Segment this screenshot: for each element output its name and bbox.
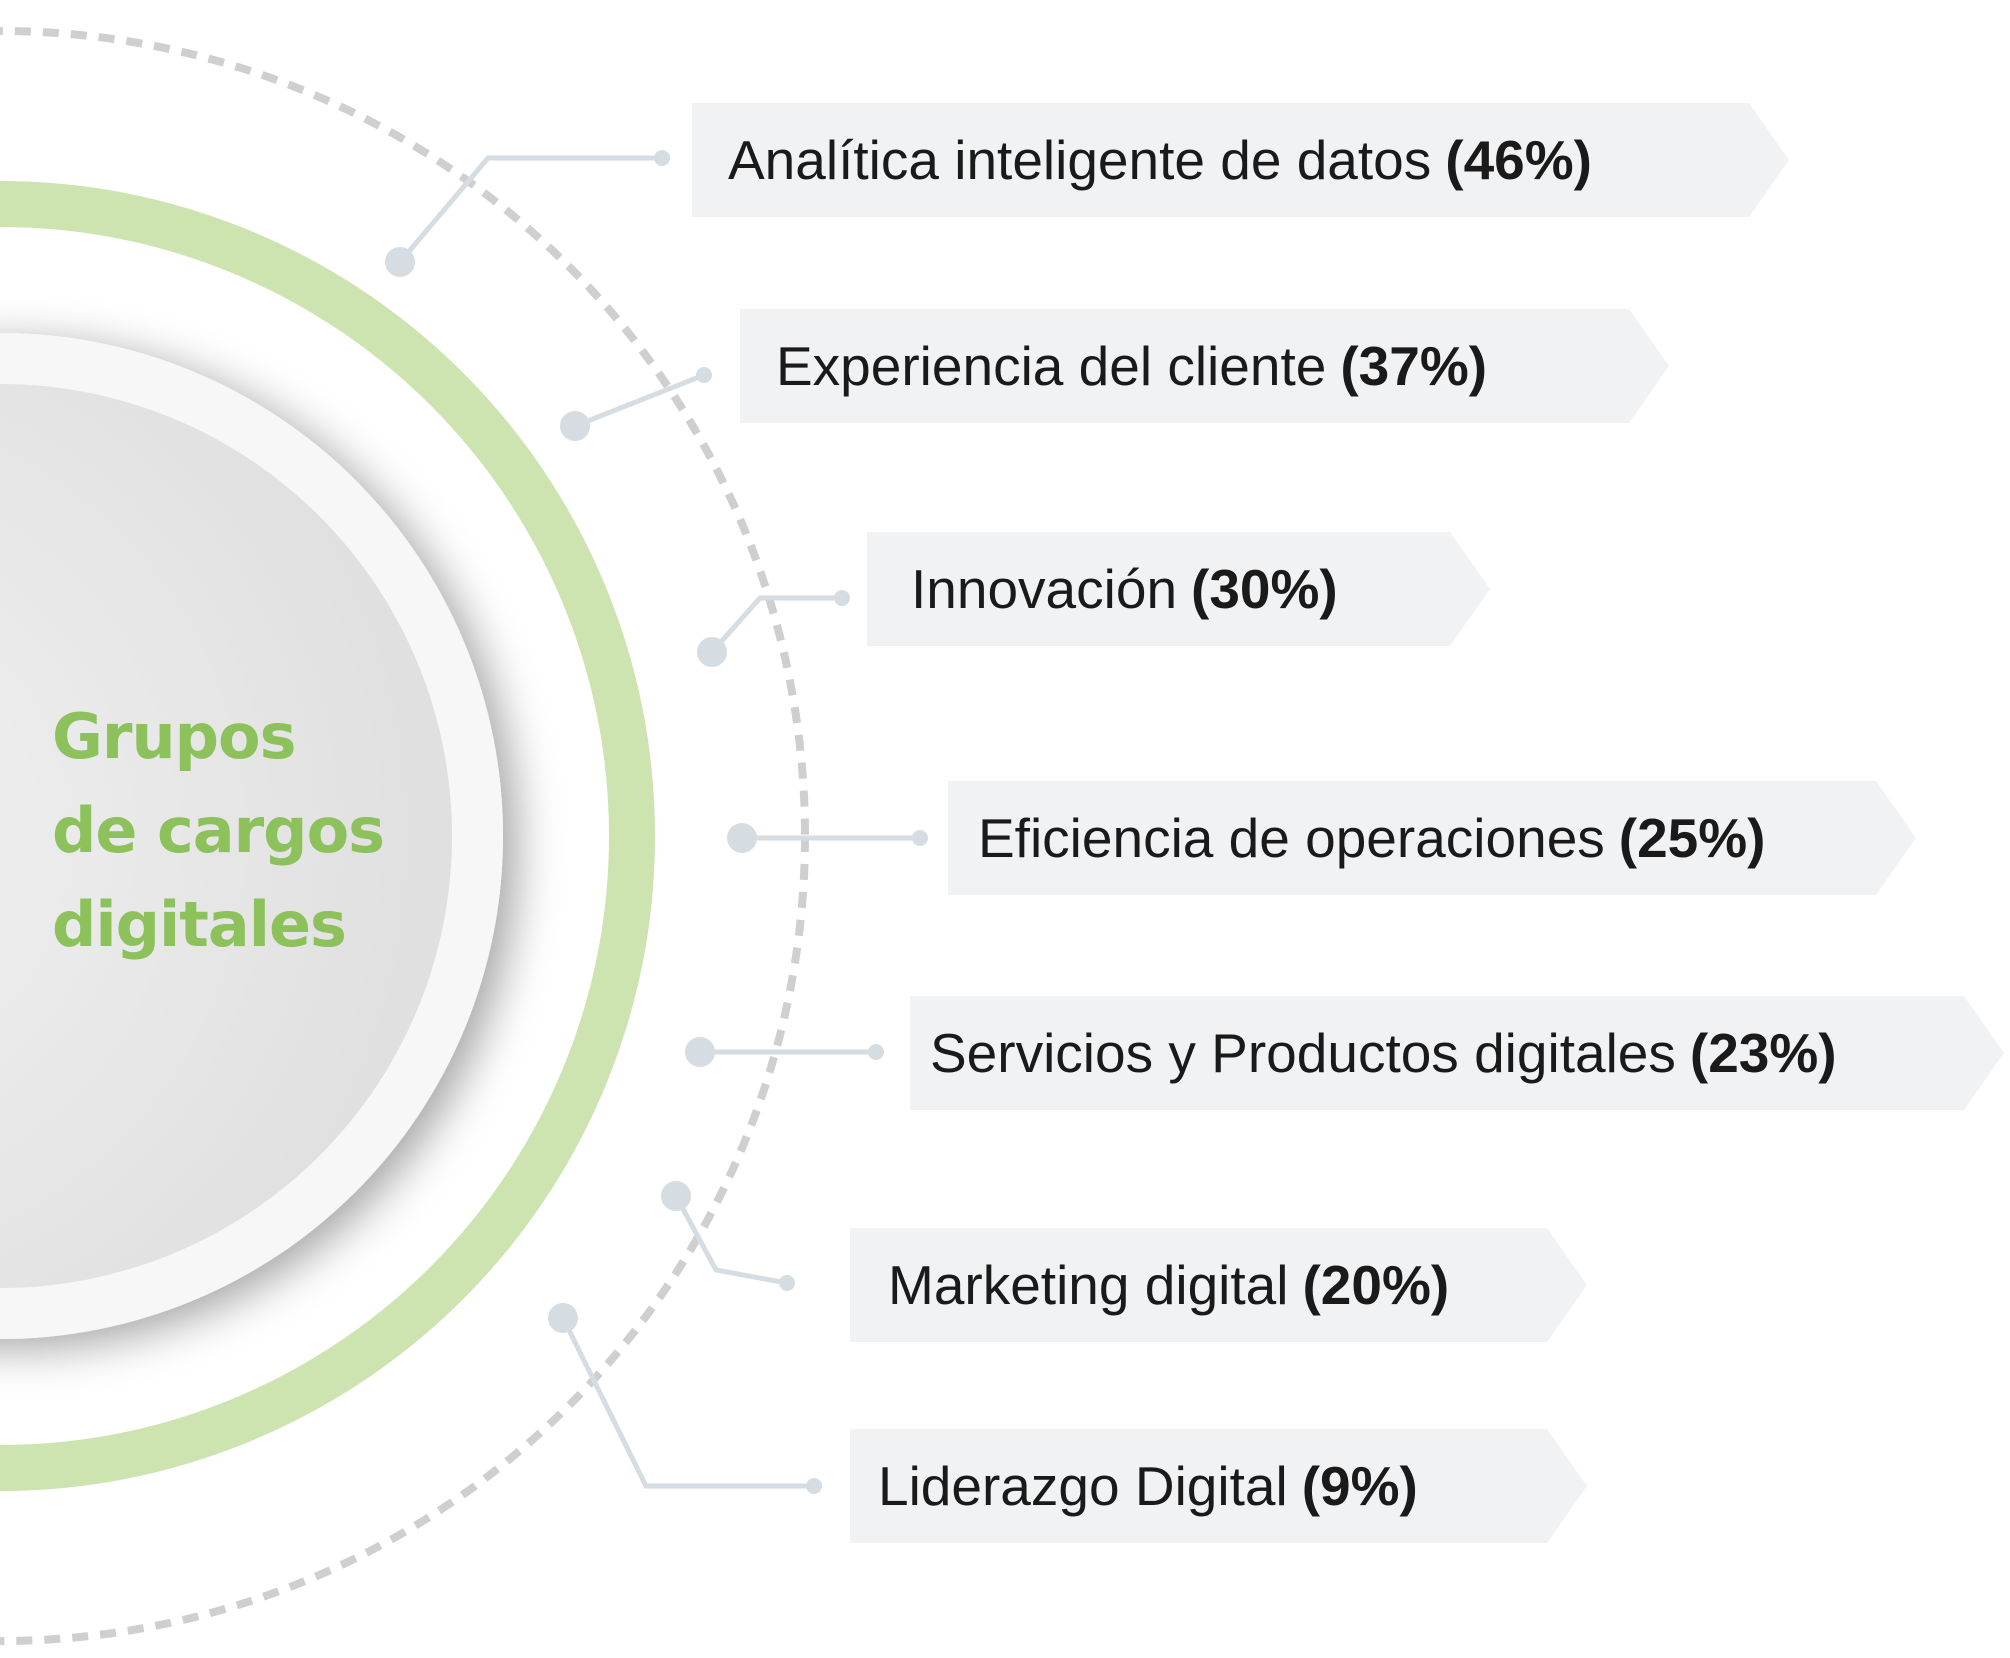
item-label: Liderazgo Digital	[878, 1455, 1288, 1517]
connector-analitica-end-dot	[654, 150, 670, 166]
item-value: (37%)	[1340, 335, 1488, 397]
connector-eficiencia-end-dot	[912, 830, 928, 846]
connector-experiencia-anchor-dot	[560, 411, 590, 441]
connector-marketing-line	[673, 1194, 788, 1286]
center-title-line-3: digitales	[52, 888, 347, 961]
connector-servicios-end-dot	[868, 1044, 884, 1060]
item-label: Marketing digital	[888, 1254, 1289, 1316]
connector-liderazgo-anchor-dot	[548, 1303, 578, 1333]
connector-marketing-anchor-dot	[661, 1181, 691, 1211]
center-title: Grupos de cargos digitales	[52, 690, 472, 972]
item-label: Experiencia del cliente	[776, 335, 1327, 397]
connector-eficiencia-anchor-dot	[727, 823, 757, 853]
connector-experiencia-end-dot	[696, 367, 712, 383]
item-tag-marketing: Marketing digital (20%)	[850, 1228, 1587, 1342]
item-value: (20%)	[1302, 1254, 1450, 1316]
item-tag-analitica: Analítica inteligente de datos (46%)	[692, 103, 1789, 217]
item-tag-innovacion: Innovación (30%)	[867, 532, 1490, 646]
item-label: Servicios y Productos digitales	[930, 1022, 1676, 1084]
item-value: (9%)	[1301, 1455, 1418, 1517]
center-title-line-2: de cargos	[52, 794, 385, 867]
connector-analitica-anchor-dot	[385, 247, 415, 277]
connector-experiencia-line	[574, 372, 705, 429]
item-label: Innovación	[911, 558, 1178, 620]
item-tag-experiencia: Experiencia del cliente (37%)	[740, 309, 1669, 423]
item-value: (30%)	[1191, 558, 1338, 620]
item-value: (23%)	[1689, 1022, 1837, 1084]
green-ring	[0, 181, 655, 1491]
connector-liderazgo-line	[560, 1316, 814, 1489]
item-value: (46%)	[1445, 129, 1592, 191]
center-title-line-1: Grupos	[52, 700, 296, 773]
connector-servicios-anchor-dot	[685, 1037, 715, 1067]
connector-innovacion-line	[710, 595, 842, 654]
item-value: (25%)	[1618, 807, 1766, 869]
item-tag-eficiencia: Eficiencia de operaciones (25%)	[948, 781, 1916, 895]
item-label: Eficiencia de operaciones	[978, 807, 1605, 869]
item-tag-liderazgo: Liderazgo Digital (9%)	[850, 1429, 1587, 1543]
item-label: Analítica inteligente de datos	[728, 129, 1432, 191]
item-tag-servicios: Servicios y Productos digitales (23%)	[910, 996, 2004, 1110]
connector-liderazgo-end-dot	[806, 1478, 822, 1494]
connector-marketing-end-dot	[779, 1275, 795, 1291]
connector-analitica-line	[398, 155, 662, 264]
connector-innovacion-anchor-dot	[697, 637, 727, 667]
inner-disc	[0, 384, 452, 1288]
connector-innovacion-end-dot	[834, 590, 850, 606]
